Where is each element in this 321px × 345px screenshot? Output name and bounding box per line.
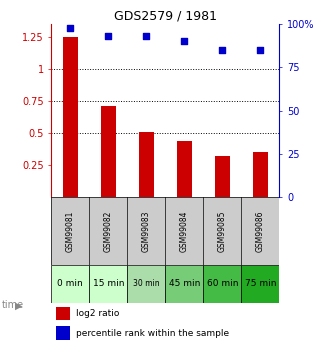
Title: GDS2579 / 1981: GDS2579 / 1981: [114, 10, 217, 23]
Text: GSM99082: GSM99082: [104, 210, 113, 252]
Point: [68, 25, 73, 30]
Bar: [89, 265, 127, 303]
Bar: [177, 141, 192, 197]
Point: [144, 33, 149, 39]
Bar: [56, 307, 70, 321]
Text: time: time: [2, 300, 24, 310]
Text: 0 min: 0 min: [57, 279, 83, 288]
Text: GSM99083: GSM99083: [142, 210, 151, 252]
Text: 75 min: 75 min: [245, 279, 276, 288]
Text: log2 ratio: log2 ratio: [76, 309, 120, 318]
Bar: [203, 265, 241, 303]
Bar: [101, 106, 116, 197]
Point: [258, 47, 263, 53]
Text: 60 min: 60 min: [206, 279, 238, 288]
Text: 30 min: 30 min: [133, 279, 160, 288]
Text: 15 min: 15 min: [92, 279, 124, 288]
Bar: [253, 152, 268, 197]
Bar: [56, 326, 70, 339]
Text: 45 min: 45 min: [169, 279, 200, 288]
Point: [106, 33, 111, 39]
Bar: [241, 265, 279, 303]
Bar: [215, 156, 230, 197]
Bar: [139, 132, 154, 197]
Text: ▶: ▶: [15, 300, 23, 310]
Text: percentile rank within the sample: percentile rank within the sample: [76, 328, 230, 338]
Point: [220, 47, 225, 53]
Bar: [51, 265, 89, 303]
Text: GSM99081: GSM99081: [66, 210, 75, 252]
Text: GSM99086: GSM99086: [256, 210, 265, 252]
Text: GSM99085: GSM99085: [218, 210, 227, 252]
Bar: [127, 265, 165, 303]
Bar: [63, 37, 78, 197]
Bar: [165, 265, 203, 303]
Text: GSM99084: GSM99084: [180, 210, 189, 252]
Point: [182, 39, 187, 44]
